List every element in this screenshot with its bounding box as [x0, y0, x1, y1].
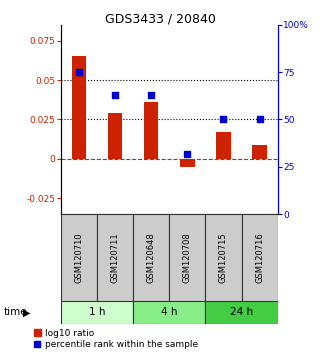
- Bar: [216, 132, 231, 159]
- Bar: [133, 301, 205, 324]
- Bar: [97, 214, 133, 301]
- Text: 24 h: 24 h: [230, 307, 253, 318]
- Bar: [242, 214, 278, 301]
- Text: GDS3433 / 20840: GDS3433 / 20840: [105, 12, 216, 25]
- Point: [149, 92, 154, 98]
- Text: GSM120708: GSM120708: [183, 232, 192, 283]
- Legend: log10 ratio, percentile rank within the sample: log10 ratio, percentile rank within the …: [30, 325, 201, 353]
- Text: ▶: ▶: [23, 307, 31, 318]
- Text: GSM120715: GSM120715: [219, 232, 228, 283]
- Text: GSM120711: GSM120711: [111, 232, 120, 283]
- Bar: [133, 214, 169, 301]
- Text: GSM120648: GSM120648: [147, 232, 156, 283]
- Bar: [205, 214, 242, 301]
- Bar: [61, 301, 133, 324]
- Point: [76, 69, 82, 75]
- Bar: [169, 214, 205, 301]
- Text: 1 h: 1 h: [89, 307, 105, 318]
- Point: [221, 116, 226, 122]
- Bar: [205, 301, 278, 324]
- Point: [257, 116, 262, 122]
- Bar: [180, 159, 195, 167]
- Point: [185, 151, 190, 156]
- Bar: [72, 56, 86, 159]
- Point: [113, 92, 118, 98]
- Text: 4 h: 4 h: [161, 307, 178, 318]
- Text: GSM120710: GSM120710: [74, 232, 83, 283]
- Bar: [252, 145, 267, 159]
- Bar: [108, 113, 122, 159]
- Bar: [144, 102, 159, 159]
- Bar: [61, 214, 97, 301]
- Text: time: time: [3, 307, 27, 318]
- Text: GSM120716: GSM120716: [255, 232, 264, 283]
